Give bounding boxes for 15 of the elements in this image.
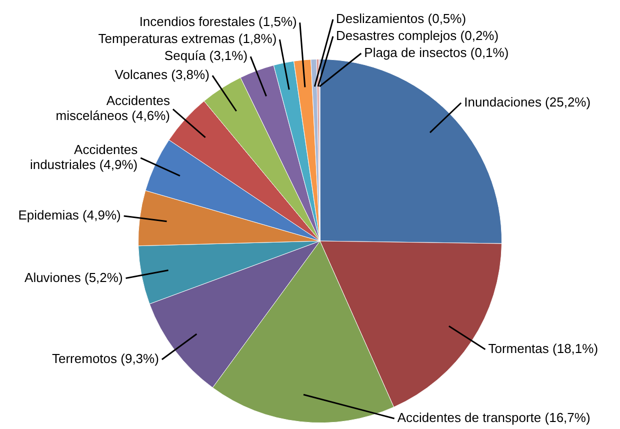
- slice-label: Terremotos (9,3%): [52, 351, 159, 366]
- slice-label: Incendios forestales (1,5%): [139, 14, 297, 30]
- slice-label: Tormentas (18,1%): [488, 340, 598, 356]
- slice-label: Accidentes industriales (4,9%): [30, 142, 138, 172]
- slice-label: Aluviones (5,2%): [24, 270, 123, 285]
- slice-label: Temperaturas extremas (1,8%): [98, 31, 277, 46]
- slice-label: Accidentes de transporte (16,7%): [397, 410, 590, 426]
- slice-label: Accidentes misceláneos (4,6%): [56, 93, 170, 124]
- slice-label: Inundaciones (25,2%): [464, 94, 591, 110]
- slice-label: Plaga de insectos (0,1%): [364, 44, 509, 60]
- slice-label: Sequía (3,1%): [164, 48, 248, 64]
- slice-label: Deslizamientos (0,5%): [336, 10, 466, 26]
- slice-label: Volcanes (3,8%): [114, 67, 210, 82]
- slice-label: Epidemias (4,9%): [18, 208, 121, 223]
- slice-label: Desastres complejos (0,2%): [336, 28, 499, 43]
